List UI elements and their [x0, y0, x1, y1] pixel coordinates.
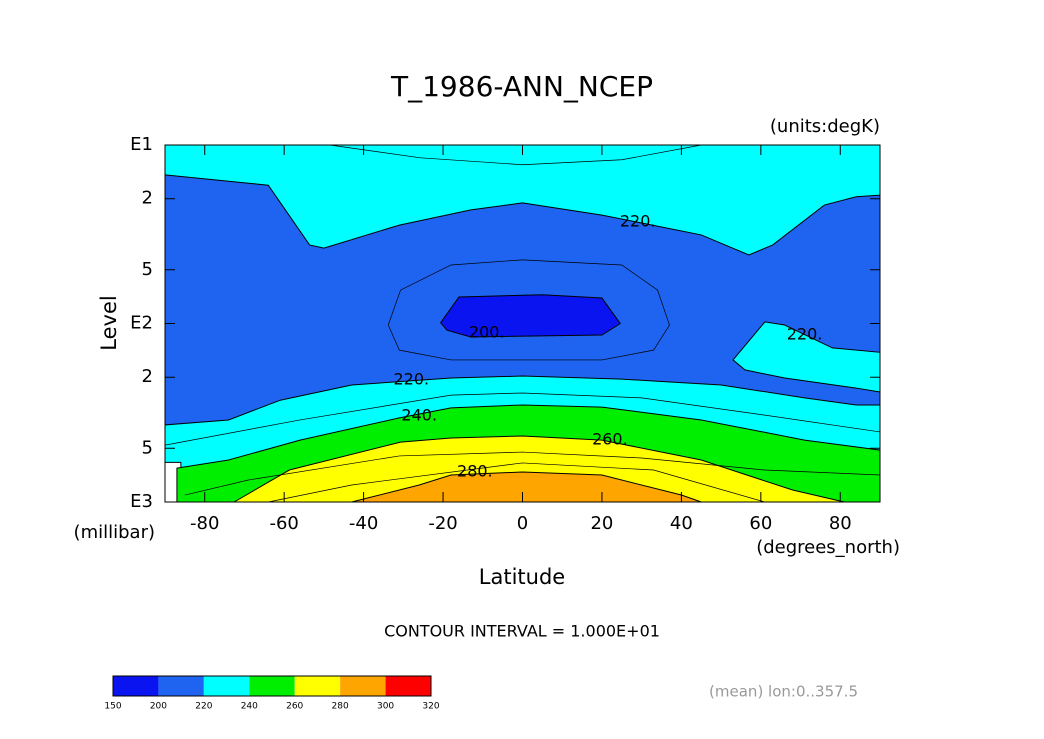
contour-line: [329, 144, 702, 166]
contour-label: 200.: [469, 322, 505, 341]
x-tick-label: 40: [670, 513, 693, 534]
contour-line: [268, 462, 765, 503]
contour-line: [387, 259, 670, 361]
filled-region: [232, 435, 845, 503]
colorbar-label: 260: [286, 702, 303, 712]
colorbar-swatch: [294, 676, 341, 696]
contour-line: [184, 451, 881, 496]
y-tick-label: E1: [130, 134, 153, 155]
contour-label: 240.: [401, 406, 437, 425]
y-units: (millibar): [74, 522, 155, 543]
colorbar-swatch: [249, 676, 295, 696]
contour-label: 220.: [393, 369, 429, 388]
colorbar-swatch: [340, 676, 386, 696]
y-tick-label: 2: [142, 366, 153, 387]
contour-label: 220.: [620, 211, 656, 230]
filled-region: [440, 294, 621, 338]
x-tick-label: -60: [269, 513, 298, 534]
chart-title: T_1986-ANN_NCEP: [390, 70, 653, 103]
y-tick-label: 5: [142, 259, 153, 280]
contour-label: 260.: [592, 430, 628, 449]
colorbar-label: 220: [195, 702, 212, 712]
colorbar-swatch: [203, 676, 250, 696]
contour-line: [164, 392, 881, 446]
x-tick-label: 20: [590, 513, 613, 534]
x-units: (degrees_north): [756, 537, 900, 558]
y-tick-label: 5: [142, 437, 153, 458]
footnote: (mean) lon:0..357.5: [709, 683, 858, 701]
x-tick-label: -20: [428, 513, 457, 534]
y-tick-label: 2: [142, 188, 153, 209]
colorbar-swatch: [113, 676, 159, 696]
x-tick-label: -80: [190, 513, 219, 534]
x-axis-label: Latitude: [479, 565, 565, 589]
contour-label: 280.: [457, 461, 493, 480]
y-axis-label: Level: [97, 295, 121, 350]
y-tick-label: E3: [130, 491, 153, 512]
colorbar-frame: [112, 675, 432, 697]
colorbar-label: 150: [104, 702, 121, 712]
x-tick-label: -40: [349, 513, 378, 534]
x-tick-label: 60: [749, 513, 772, 534]
x-tick-label: 0: [517, 513, 528, 534]
colorbar-swatch: [158, 676, 204, 696]
y-tick-label: E2: [130, 313, 153, 334]
units: (units:degK): [770, 116, 880, 137]
x-tick-label: 80: [829, 513, 852, 534]
colorbar-label: 280: [332, 702, 349, 712]
contour-label: 220.: [787, 325, 823, 344]
colorbar-label: 300: [377, 702, 394, 712]
colorbar-label: 200: [150, 702, 167, 712]
colorbar-label: 240: [241, 702, 258, 712]
colorbar-swatch: [385, 676, 431, 696]
contour-note: CONTOUR INTERVAL = 1.000E+01: [384, 622, 660, 641]
colorbar-label: 320: [422, 702, 439, 712]
filled-region: [351, 471, 702, 503]
